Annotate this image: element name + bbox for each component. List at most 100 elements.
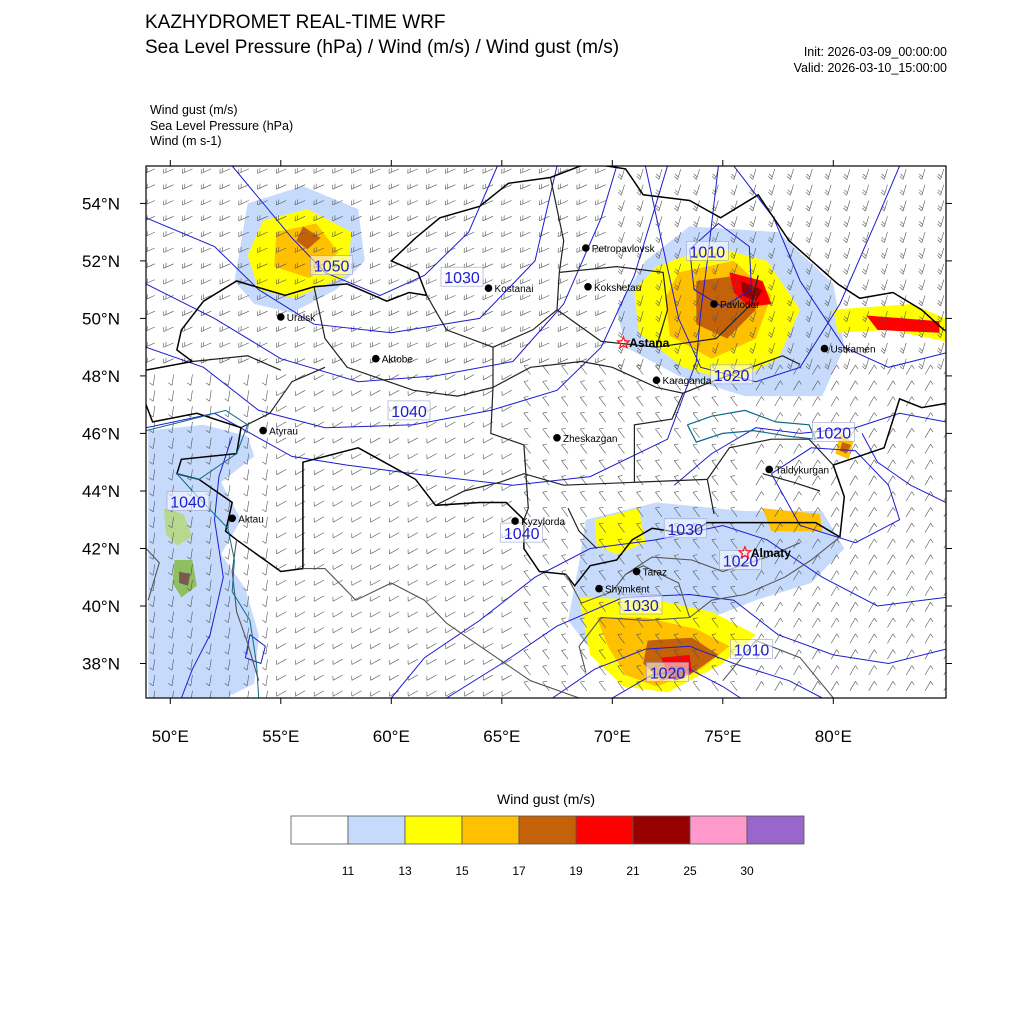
wind-barb-feather	[731, 205, 735, 209]
wind-barb	[943, 465, 946, 470]
wind-barb-feather	[899, 207, 904, 212]
wind-barb	[580, 602, 588, 612]
wind-barb	[314, 516, 325, 523]
lon-tick-label: 75°E	[704, 727, 741, 746]
wind-barb	[482, 200, 494, 206]
wind-barb-feather	[843, 205, 848, 209]
wind-barb	[295, 405, 306, 412]
wind-barb	[501, 263, 512, 269]
wind-barb	[314, 690, 325, 697]
wind-barb-feather	[561, 570, 566, 572]
wind-barb-feather	[542, 412, 548, 414]
wind-barb-feather	[749, 347, 754, 352]
wind-barb	[921, 263, 926, 275]
wind-barb-feather	[655, 570, 660, 572]
wind-barb-feather	[949, 602, 951, 606]
wind-barb	[182, 342, 193, 348]
wind-barb	[598, 460, 606, 470]
wind-barb	[445, 200, 456, 206]
wind-barb-feather	[674, 649, 679, 651]
wind-barb	[755, 538, 762, 549]
wind-barb-feather	[798, 428, 802, 433]
wind-barb	[636, 539, 644, 549]
wind-barb-feather	[262, 588, 267, 592]
wind-barb	[905, 538, 913, 549]
wind-barb	[407, 184, 418, 190]
wind-barb	[257, 168, 268, 174]
wind-barb-feather	[168, 556, 173, 560]
wind-barb-feather	[843, 300, 848, 304]
wind-barb	[389, 532, 400, 539]
colorbar-label: 21	[626, 864, 640, 878]
wind-barb	[887, 396, 894, 407]
wind-barb-feather	[787, 236, 792, 241]
wind-barb	[677, 311, 682, 322]
wind-barb	[692, 507, 700, 517]
wind-barb-feather	[618, 252, 623, 257]
wind-barb	[617, 397, 625, 407]
wind-barb-feather	[768, 300, 773, 304]
wind-barb-feather	[930, 428, 934, 433]
wind-barb-feather	[787, 347, 792, 352]
wind-barb	[771, 295, 775, 306]
wind-barb-feather	[187, 699, 191, 702]
wind-barb-feather	[873, 459, 877, 464]
wind-barb-feather	[806, 284, 811, 288]
wind-barb-feather	[892, 554, 896, 559]
wind-barb-feather	[855, 491, 859, 496]
wind-barb-feather	[873, 617, 877, 622]
wind-barb-feather	[262, 540, 267, 544]
wind-barb	[389, 421, 400, 428]
wind-barb	[501, 421, 512, 428]
wind-barb	[351, 216, 362, 222]
wind-barb	[846, 358, 851, 370]
wind-barb-feather	[787, 331, 792, 336]
wind-barb	[464, 532, 475, 539]
wind-barb	[171, 580, 174, 592]
wind-barb-feather	[674, 270, 678, 275]
wind-barb	[714, 326, 719, 338]
wind-barb-feather	[580, 427, 585, 430]
wind-barb	[868, 665, 875, 676]
wind-barb	[501, 405, 512, 412]
wind-barb-feather	[911, 586, 915, 591]
wind-barb-feather	[843, 302, 847, 307]
wind-barb	[849, 538, 856, 549]
wind-barb-feather	[836, 633, 840, 638]
wind-barb	[520, 310, 531, 316]
wind-barb	[445, 469, 456, 475]
wind-barb-feather	[674, 205, 679, 209]
wind-barb	[483, 453, 494, 460]
wind-barb-feather	[855, 475, 859, 480]
wind-barb	[190, 595, 193, 607]
wind-barb-feather	[523, 665, 529, 667]
wind-barb-feather	[674, 506, 679, 509]
wind-barb-feather	[186, 382, 191, 386]
colorbar-swatch	[632, 815, 691, 845]
wind-barb	[774, 538, 781, 549]
wind-barb-feather	[899, 350, 904, 354]
wind-barb	[228, 580, 231, 592]
wind-barb	[295, 658, 306, 665]
wind-barb	[621, 200, 625, 212]
wind-barb	[464, 374, 475, 381]
wind-barb	[542, 476, 550, 486]
wind-barb-feather	[873, 396, 877, 401]
wind-barb	[295, 390, 306, 396]
wind-barb-feather	[711, 443, 717, 446]
wind-barb	[182, 231, 193, 237]
wind-barb-feather	[674, 331, 679, 336]
wind-barb	[520, 279, 531, 285]
wind-barb	[219, 247, 231, 253]
neighbour-border	[565, 565, 691, 673]
wind-barb	[542, 428, 550, 438]
wind-barb-feather	[580, 412, 585, 414]
wind-barb	[711, 681, 719, 691]
wind-barb-feather	[798, 538, 802, 543]
wind-barb	[219, 263, 231, 269]
wind-barb-feather	[692, 318, 697, 323]
wind-barb	[561, 523, 569, 533]
wind-barb	[557, 326, 569, 332]
wind-barb-feather	[637, 189, 642, 194]
wind-barb-feather	[919, 252, 923, 257]
